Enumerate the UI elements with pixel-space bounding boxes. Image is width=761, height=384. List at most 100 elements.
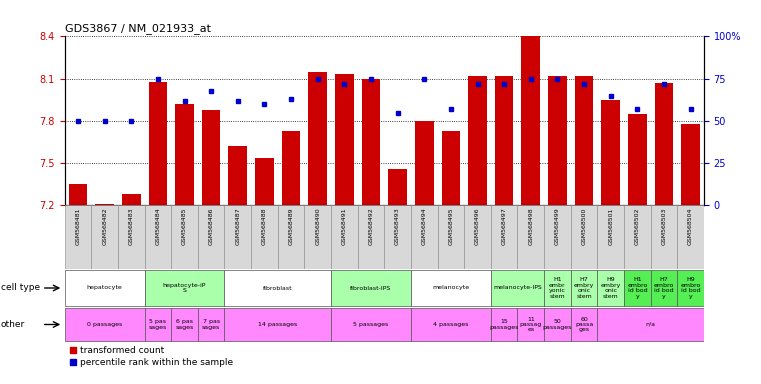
Text: 50
passages: 50 passages	[543, 319, 572, 330]
Text: 7 pas
sages: 7 pas sages	[202, 319, 220, 330]
Text: GSM568484: GSM568484	[155, 207, 161, 245]
Text: 15
passages: 15 passages	[489, 319, 519, 330]
Text: H9
embro
id bod
y: H9 embro id bod y	[680, 277, 701, 299]
Bar	[575, 76, 594, 205]
Text: H7
embry
onic
stem: H7 embry onic stem	[574, 277, 594, 299]
Bar	[544, 205, 571, 269]
Text: 0 passages: 0 passages	[87, 322, 123, 327]
Text: hepatocyte: hepatocyte	[87, 285, 123, 291]
Bar	[651, 270, 677, 306]
Bar	[118, 205, 145, 269]
Bar	[331, 270, 411, 306]
Text: GSM568483: GSM568483	[129, 207, 134, 245]
Bar	[624, 270, 651, 306]
Text: 5 passages: 5 passages	[353, 322, 389, 327]
Bar	[571, 270, 597, 306]
Bar	[544, 270, 571, 306]
Text: 14 passages: 14 passages	[258, 322, 298, 327]
Bar	[681, 124, 700, 205]
Bar	[491, 270, 544, 306]
Text: GSM568485: GSM568485	[182, 207, 187, 245]
Bar	[384, 205, 411, 269]
Text: GSM568494: GSM568494	[422, 207, 427, 245]
Bar	[171, 308, 198, 341]
Bar	[278, 205, 304, 269]
Bar	[388, 169, 407, 205]
Bar	[202, 110, 221, 205]
Text: hepatocyte-iP
S: hepatocyte-iP S	[163, 283, 206, 293]
Bar	[597, 308, 704, 341]
Legend: transformed count, percentile rank within the sample: transformed count, percentile rank withi…	[69, 346, 233, 367]
Bar	[282, 131, 301, 205]
Bar	[148, 81, 167, 205]
Bar	[198, 205, 224, 269]
Bar	[198, 308, 224, 341]
Bar	[331, 308, 411, 341]
Text: GSM568487: GSM568487	[235, 207, 240, 245]
Bar	[251, 205, 278, 269]
Bar	[624, 205, 651, 269]
Text: GSM568498: GSM568498	[528, 207, 533, 245]
Bar	[677, 270, 704, 306]
Text: melanocyte-IPS: melanocyte-IPS	[493, 285, 542, 291]
Text: 5 pas
sages: 5 pas sages	[149, 319, 167, 330]
Bar	[544, 308, 571, 341]
Text: H1
embro
id bod
y: H1 embro id bod y	[627, 277, 648, 299]
Text: GSM568489: GSM568489	[288, 207, 294, 245]
Bar	[68, 184, 88, 205]
Text: GSM568488: GSM568488	[262, 207, 267, 245]
Bar	[171, 205, 198, 269]
Bar	[65, 308, 145, 341]
Bar	[224, 205, 251, 269]
Bar	[491, 205, 517, 269]
Text: GSM568501: GSM568501	[608, 207, 613, 245]
Text: GSM568486: GSM568486	[209, 207, 214, 245]
Bar	[495, 76, 514, 205]
Bar	[145, 205, 171, 269]
Text: GDS3867 / NM_021933_at: GDS3867 / NM_021933_at	[65, 23, 211, 34]
Text: cell type: cell type	[1, 283, 40, 293]
Text: H9
embry
onic
stem: H9 embry onic stem	[600, 277, 621, 299]
Bar	[65, 270, 145, 306]
Bar	[677, 205, 704, 269]
Text: H7
embro
id bod
y: H7 embro id bod y	[654, 277, 674, 299]
Bar	[411, 205, 438, 269]
Bar	[571, 308, 597, 341]
Text: other: other	[1, 320, 25, 329]
Bar	[415, 121, 434, 205]
Text: GSM568503: GSM568503	[661, 207, 667, 245]
Text: GSM568502: GSM568502	[635, 207, 640, 245]
Bar	[224, 270, 331, 306]
Bar	[308, 72, 327, 205]
Bar	[91, 205, 118, 269]
Bar	[255, 157, 274, 205]
Bar	[331, 205, 358, 269]
Bar	[468, 76, 487, 205]
Text: fibroblast: fibroblast	[263, 285, 292, 291]
Bar	[441, 131, 460, 205]
Bar	[411, 270, 491, 306]
Bar	[521, 35, 540, 205]
Bar	[654, 83, 673, 205]
Bar	[548, 76, 567, 205]
Bar	[517, 205, 544, 269]
Bar	[122, 194, 141, 205]
Bar	[224, 308, 331, 341]
Text: GSM568504: GSM568504	[688, 207, 693, 245]
Bar	[65, 205, 91, 269]
Bar	[571, 205, 597, 269]
Bar	[491, 308, 517, 341]
Bar	[628, 114, 647, 205]
Bar	[651, 205, 677, 269]
Bar	[228, 146, 247, 205]
Text: GSM568482: GSM568482	[102, 207, 107, 245]
Bar	[464, 205, 491, 269]
Bar	[335, 74, 354, 205]
Text: GSM568493: GSM568493	[395, 207, 400, 245]
Text: GSM568500: GSM568500	[581, 207, 587, 245]
Text: n/a: n/a	[645, 322, 656, 327]
Bar	[358, 205, 384, 269]
Text: H1
embr
yonic
stem: H1 embr yonic stem	[549, 277, 566, 299]
Bar	[517, 308, 544, 341]
Bar	[145, 270, 224, 306]
